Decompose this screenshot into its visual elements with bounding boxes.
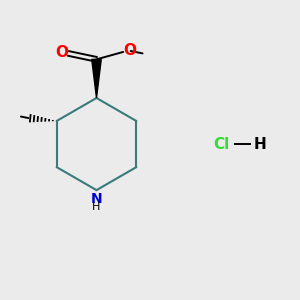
Text: Cl: Cl [213, 136, 230, 152]
Text: O: O [55, 45, 68, 60]
Text: O: O [123, 43, 136, 58]
Text: H: H [92, 202, 101, 212]
Polygon shape [92, 59, 101, 98]
Text: H: H [254, 136, 266, 152]
Text: N: N [91, 192, 102, 206]
